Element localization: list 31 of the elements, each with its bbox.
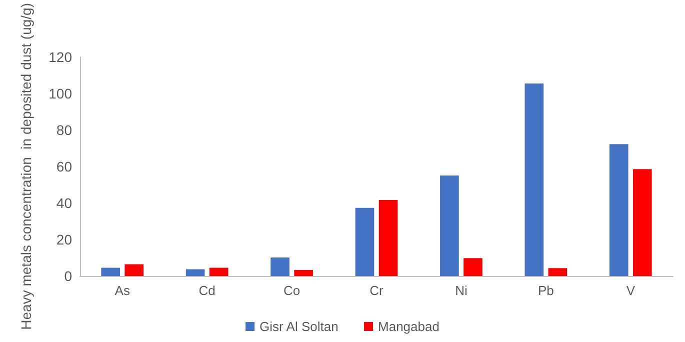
bar <box>609 144 628 276</box>
y-axis-title: Heavy metals concentration in deposited dust (ug/g) <box>18 2 34 330</box>
y-tick-label: 80 <box>56 122 72 138</box>
y-tick-label: 60 <box>56 158 72 174</box>
y-tick-label: 100 <box>48 85 72 102</box>
x-tick-label: Co <box>283 283 300 298</box>
x-tick-label: Cd <box>198 283 216 298</box>
bar <box>378 200 398 276</box>
bar <box>355 208 374 276</box>
y-tick-label: 120 <box>48 48 72 65</box>
x-tick-label: V <box>626 283 636 298</box>
x-tick-label: Pb <box>538 283 554 298</box>
bar <box>632 169 652 276</box>
bar <box>548 268 568 276</box>
bar <box>209 268 228 276</box>
legend-label: Gisr Al Soltan <box>260 319 338 334</box>
bar <box>440 176 459 276</box>
bar <box>464 258 482 276</box>
bar <box>524 84 544 276</box>
x-tick-label: Ni <box>455 283 468 298</box>
bar <box>186 269 205 276</box>
legend-label: Mangabad <box>378 319 440 334</box>
y-tick-label: 40 <box>56 194 72 211</box>
bar <box>270 258 290 276</box>
x-tick-label: Cr <box>370 283 384 298</box>
bar <box>294 270 313 276</box>
x-tick-label: As <box>114 283 130 298</box>
y-tick-label: 20 <box>56 231 72 248</box>
y-tick-label: 0 <box>64 268 72 284</box>
bar <box>124 264 144 276</box>
bar <box>101 268 120 276</box>
